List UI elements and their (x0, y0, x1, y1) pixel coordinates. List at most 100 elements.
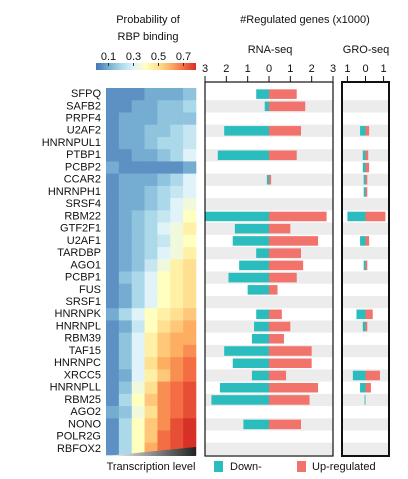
bar (217, 150, 269, 161)
heatmap-cell (183, 247, 197, 260)
heatmap-cell (170, 112, 184, 125)
bar (264, 101, 269, 112)
heatmap-cell (144, 418, 158, 431)
row-stripe (342, 271, 389, 284)
heatmap-cell (118, 100, 133, 113)
row-label: PCBP2 (65, 161, 101, 173)
heatmap-cell (118, 332, 133, 346)
heatmap-cell (144, 430, 158, 444)
heatmap-cell (157, 332, 171, 346)
heatmap-cell (157, 112, 171, 125)
bar (365, 309, 373, 320)
row-label: PRPF4 (66, 112, 101, 124)
x-tick-label: 2 (223, 63, 229, 75)
bar (269, 174, 272, 185)
colorbar-title: RBP binding (118, 31, 179, 43)
heatmap-cell (118, 271, 133, 285)
row-stripe (342, 442, 389, 455)
heatmap-cell (144, 393, 158, 407)
heatmap-cell (118, 418, 133, 431)
heatmap-cell (106, 185, 120, 199)
heatmap-cell (131, 430, 145, 444)
x-tick-label: 1 (287, 63, 293, 75)
row-stripe (342, 295, 389, 309)
row-label: RBFOX2 (57, 443, 101, 455)
heatmap-cell (170, 173, 184, 187)
heatmap-cell (106, 344, 120, 358)
bar (356, 309, 366, 320)
bar (365, 162, 370, 173)
heatmap-cell (144, 381, 158, 395)
row-label: HNRNPLL (50, 382, 101, 394)
bar (243, 419, 269, 430)
heatmap-cell (144, 149, 158, 162)
row-label: FUS (79, 284, 101, 296)
row-stripe (342, 100, 389, 113)
heatmap-cell (131, 418, 145, 431)
heatmap-cell (157, 430, 171, 444)
heatmap-cell (118, 149, 133, 162)
colorbar-tick-label: 0.1 (101, 51, 116, 63)
heatmap-cell (144, 406, 158, 419)
heatmap-cell (106, 332, 120, 346)
heatmap-cell (144, 344, 158, 358)
bar (365, 370, 380, 381)
row-label: GTF2F1 (60, 223, 101, 235)
legend-label: Up-regulated (312, 461, 376, 473)
heatmap-cell (144, 210, 158, 223)
bar (360, 382, 366, 393)
bar (256, 309, 269, 320)
row-label: RBM22 (64, 210, 101, 222)
bar (362, 162, 366, 173)
heatmap-cell (144, 185, 158, 199)
heatmap-cell (183, 332, 197, 346)
heatmap-cell (131, 222, 145, 236)
heatmap-cell (144, 234, 158, 248)
heatmap-cell (118, 124, 133, 138)
heatmap-cell (106, 234, 120, 248)
bar (365, 321, 368, 332)
heatmap-cell (106, 442, 120, 456)
heatmap-cell (106, 283, 120, 297)
bar (269, 101, 306, 112)
heatmap-cell (131, 136, 145, 150)
heatmap-cell (183, 210, 197, 223)
bar (269, 248, 301, 258)
heatmap-cell (170, 247, 184, 260)
row-label: PCBP1 (65, 272, 101, 284)
heatmap-cell (170, 406, 184, 419)
heatmap-cell (144, 124, 158, 138)
heatmap-cell (157, 418, 171, 431)
heatmap-cell (106, 100, 120, 113)
heatmap-cell (183, 369, 197, 382)
heatmap-cell (183, 430, 197, 444)
heatmap-cell (118, 283, 133, 297)
heatmap-cell (118, 234, 133, 248)
heatmap-cell (106, 357, 120, 370)
heatmap-cell (183, 234, 197, 248)
panel-subtitle: GRO-seq (343, 44, 389, 56)
heatmap-cell (118, 185, 133, 199)
heatmap-cell (183, 136, 197, 150)
row-stripe (342, 222, 389, 235)
heatmap-cell (131, 173, 145, 187)
bar (365, 150, 369, 161)
heatmap-cell (118, 295, 133, 309)
row-label: POLR2G (56, 431, 101, 443)
bar (239, 260, 269, 271)
legend-swatch (214, 461, 223, 472)
heatmap-cell (131, 247, 145, 260)
row-stripe (205, 198, 333, 211)
bar (365, 187, 368, 197)
bar (232, 358, 269, 369)
row-label: SRSF1 (66, 296, 101, 308)
heatmap-cell (118, 210, 133, 223)
bar (269, 395, 310, 405)
heatmap-cell (106, 222, 120, 236)
row-label: AGO1 (70, 259, 101, 271)
bar (224, 346, 269, 356)
panel-title: #Regulated genes (x1000) (240, 14, 370, 26)
bar (254, 321, 269, 332)
heatmap-cell (170, 161, 184, 174)
heatmap-cell (106, 418, 120, 431)
